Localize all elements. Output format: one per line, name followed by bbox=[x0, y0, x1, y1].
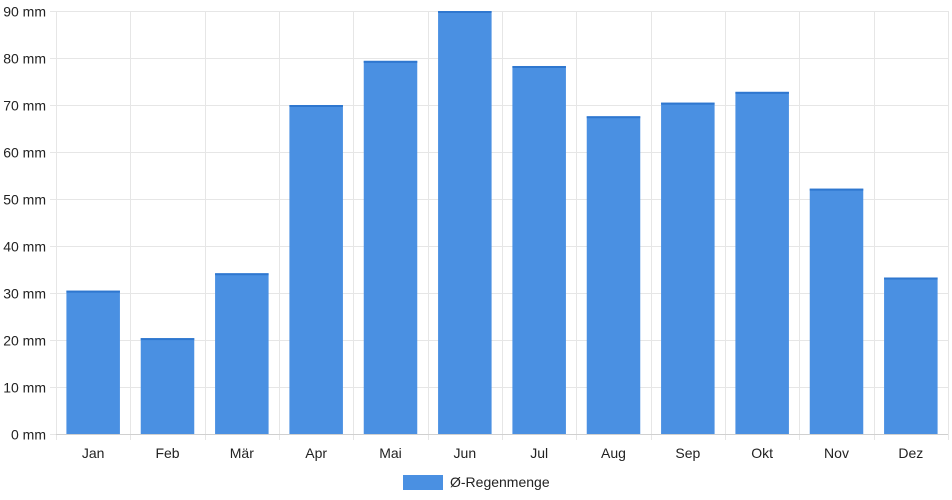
x-tick-label: Jul bbox=[530, 445, 548, 461]
x-tick-label: Dez bbox=[898, 445, 923, 461]
legend-label[interactable]: Ø-Regenmenge bbox=[450, 474, 550, 490]
bars bbox=[66, 11, 938, 435]
y-tick-label: 60 mm bbox=[3, 145, 46, 161]
x-tick-label: Mär bbox=[230, 445, 254, 461]
x-tick-labels: Jan Feb Mär Apr Mai Jun Jul Aug Sep Okt Nov Dez bbox=[82, 445, 923, 461]
bar-okt[interactable] bbox=[735, 91, 789, 434]
x-tick-label: Nov bbox=[824, 445, 849, 461]
y-tick-label: 30 mm bbox=[3, 286, 46, 302]
y-tick-label: 0 mm bbox=[11, 427, 46, 443]
y-tick-label: 90 mm bbox=[3, 4, 46, 20]
x-tick-label: Mai bbox=[379, 445, 402, 461]
x-tick-label: Okt bbox=[751, 445, 773, 461]
bar-nov[interactable] bbox=[809, 188, 864, 434]
bar-dez[interactable] bbox=[884, 277, 938, 434]
y-tick-label: 80 mm bbox=[3, 51, 46, 67]
x-tick-label: Aug bbox=[601, 445, 626, 461]
grid-lines bbox=[50, 11, 949, 440]
x-tick-label: Apr bbox=[305, 445, 327, 461]
bar-jan[interactable] bbox=[66, 290, 120, 434]
y-tick-label: 50 mm bbox=[3, 192, 46, 208]
x-tick-label: Feb bbox=[155, 445, 179, 461]
bar-jul[interactable] bbox=[512, 65, 566, 435]
y-tick-labels: 0 mm 10 mm 20 mm 30 mm 40 mm 50 mm 60 mm 70 mm 8… bbox=[3, 4, 46, 443]
x-tick-label: Jan bbox=[82, 445, 105, 461]
legend-swatch[interactable] bbox=[403, 475, 443, 490]
y-tick-label: 20 mm bbox=[3, 333, 46, 349]
bar-sep[interactable] bbox=[661, 102, 715, 435]
bar-mär[interactable] bbox=[215, 273, 269, 434]
y-tick-label: 10 mm bbox=[3, 380, 46, 396]
legend[interactable]: Ø-Regenmenge bbox=[403, 474, 550, 490]
y-tick-label: 70 mm bbox=[3, 98, 46, 114]
y-tick-label: 40 mm bbox=[3, 239, 46, 255]
x-tick-label: Jun bbox=[454, 445, 477, 461]
bar-mai[interactable] bbox=[363, 60, 418, 434]
bar-apr[interactable] bbox=[289, 105, 343, 434]
x-tick-label: Sep bbox=[675, 445, 700, 461]
bar-aug[interactable] bbox=[586, 116, 641, 434]
bar-feb[interactable] bbox=[140, 338, 195, 434]
bar-jun[interactable] bbox=[438, 11, 492, 434]
